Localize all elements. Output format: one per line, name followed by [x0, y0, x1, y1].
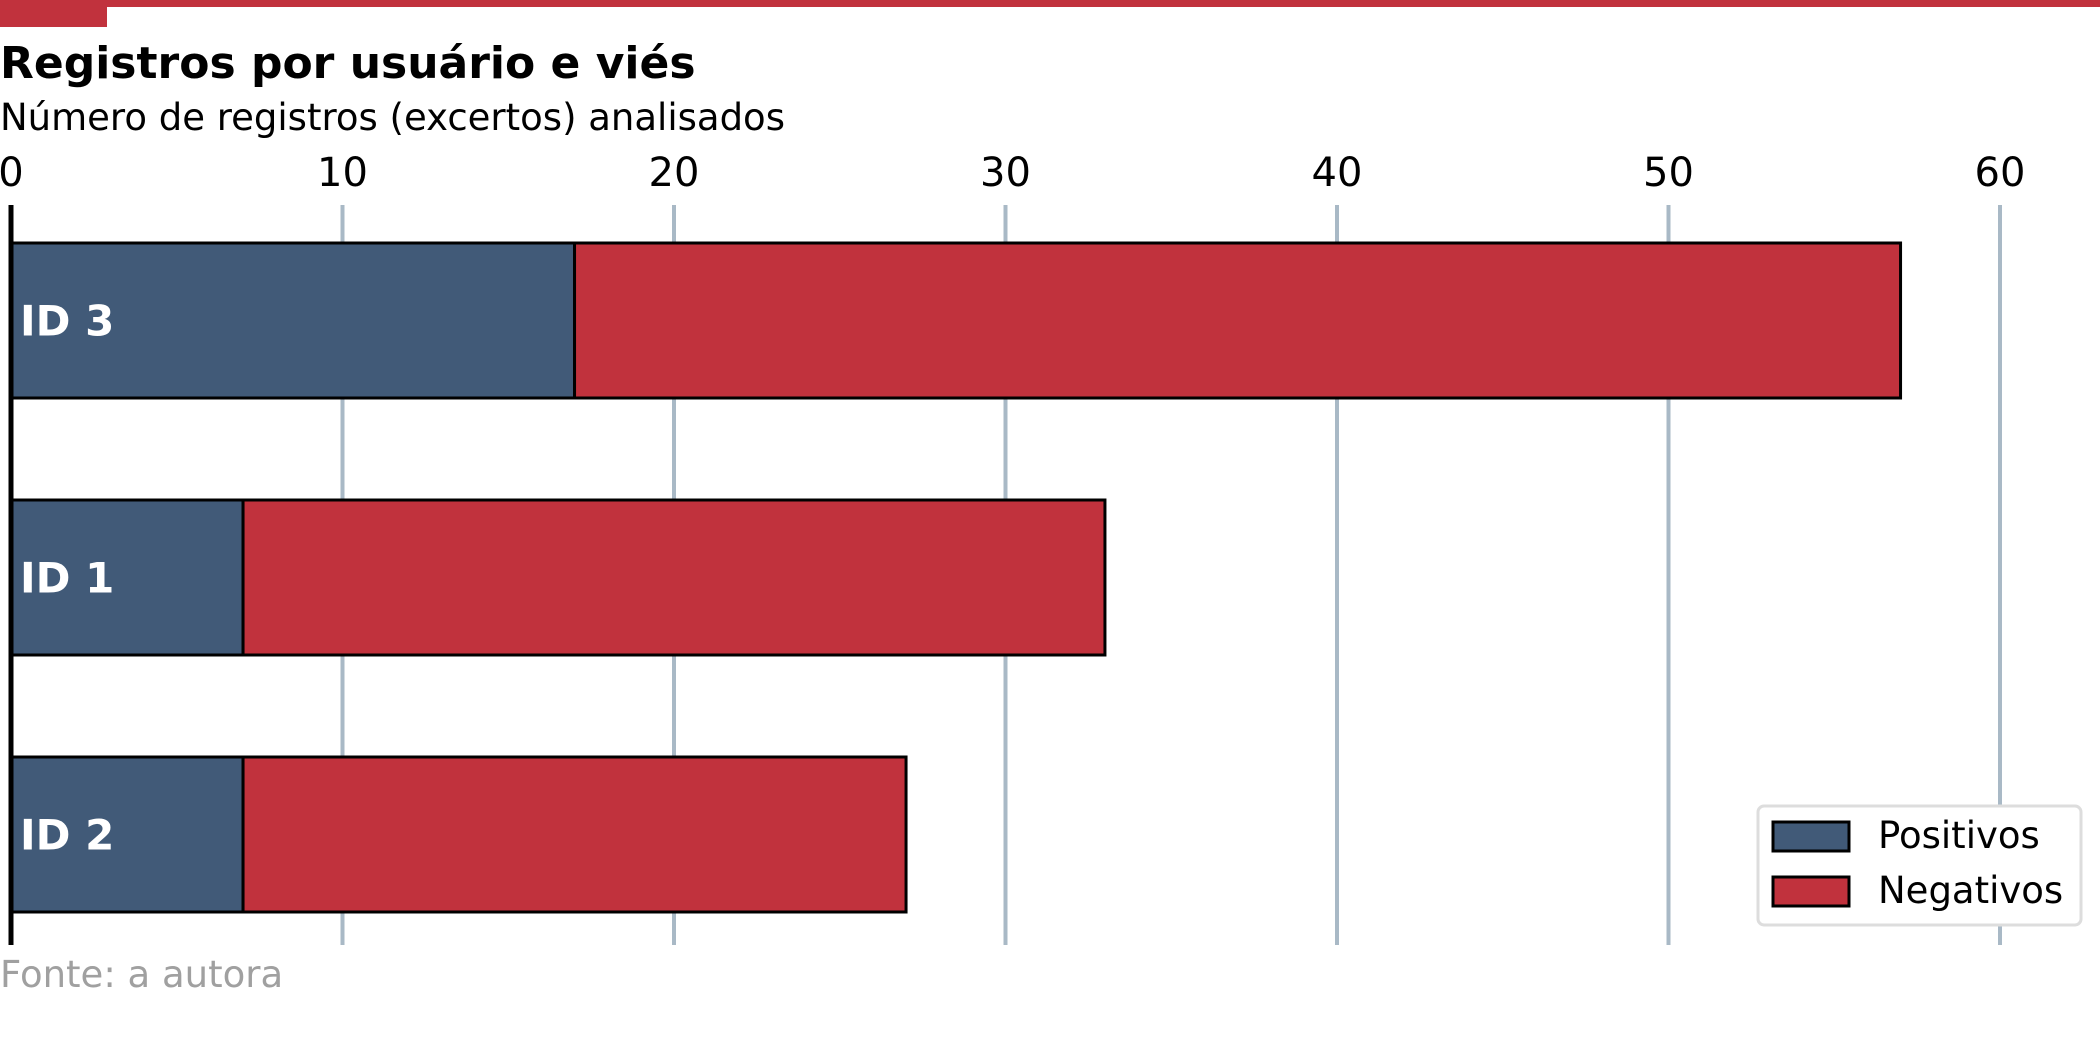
legend-swatch-negativos	[1771, 875, 1851, 908]
x-tick-label-10: 10	[317, 150, 368, 196]
legend-swatch-positivos	[1771, 820, 1851, 853]
bar-id-3-positivos	[9, 241, 577, 400]
x-tick-labels: 0 10 20 30 40 50 60	[0, 150, 2025, 196]
category-label-id-3: ID 3	[20, 297, 114, 346]
category-label-id-2: ID 2	[20, 811, 114, 860]
chart-title: Registros por usuário e viés	[0, 38, 696, 89]
bar-id-3-negativos	[573, 241, 1903, 400]
x-tick-label-40: 40	[1312, 150, 1363, 196]
legend-label-positivos: Positivos	[1878, 814, 2040, 857]
bar-id-2-negativos	[241, 755, 908, 914]
x-tick-label-20: 20	[649, 150, 700, 196]
chart-subtitle: Número de registros (excertos) analisado…	[0, 96, 785, 139]
category-labels: ID 3 ID 1 ID 2	[20, 297, 114, 860]
bars	[9, 241, 1903, 914]
x-tick-label-60: 60	[1975, 150, 2026, 196]
category-label-id-1: ID 1	[20, 554, 114, 603]
legend-label-negativos: Negativos	[1878, 869, 2063, 912]
x-tick-label-0: 0	[0, 150, 24, 196]
bar-id-1-negativos	[241, 498, 1107, 657]
source-note: Fonte: a autora	[0, 953, 283, 996]
x-tick-label-30: 30	[980, 150, 1031, 196]
legend: Positivos Negativos	[1756, 804, 2083, 927]
top-accent-tab	[0, 0, 107, 27]
top-accent-line	[0, 0, 2100, 7]
x-tick-label-50: 50	[1643, 150, 1694, 196]
